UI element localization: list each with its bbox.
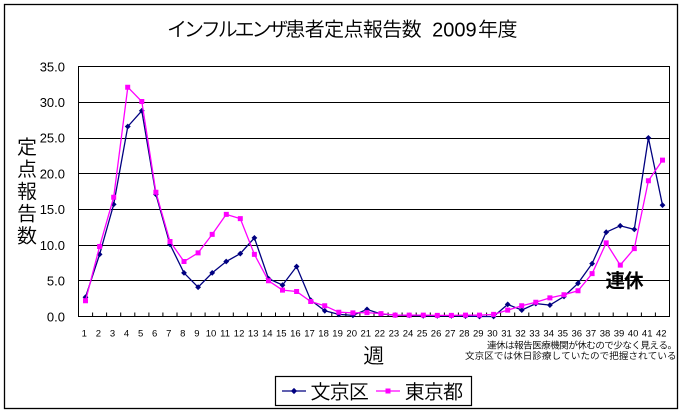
svg-text:2009: 2009 xyxy=(432,19,477,41)
svg-text:30.0: 30.0 xyxy=(40,95,65,110)
svg-text:5.0: 5.0 xyxy=(47,274,65,289)
svg-text:24: 24 xyxy=(403,328,414,339)
svg-text:10: 10 xyxy=(206,328,217,339)
svg-text:15.0: 15.0 xyxy=(40,202,65,217)
svg-text:20: 20 xyxy=(346,328,357,339)
svg-text:13: 13 xyxy=(248,328,259,339)
svg-text:8: 8 xyxy=(180,328,185,339)
svg-text:35: 35 xyxy=(558,328,569,339)
svg-text:36: 36 xyxy=(572,328,583,339)
svg-text:35.0: 35.0 xyxy=(40,59,65,74)
svg-text:42: 42 xyxy=(656,328,667,339)
svg-text:14: 14 xyxy=(262,328,273,339)
svg-text:5: 5 xyxy=(138,328,143,339)
svg-text:18: 18 xyxy=(318,328,329,339)
svg-text:25: 25 xyxy=(417,328,428,339)
svg-text:31: 31 xyxy=(501,328,512,339)
svg-text:25.0: 25.0 xyxy=(40,131,65,146)
svg-text:41: 41 xyxy=(642,328,653,339)
svg-text:34: 34 xyxy=(543,328,554,339)
svg-text:11: 11 xyxy=(220,328,230,339)
svg-text:10.0: 10.0 xyxy=(40,238,65,253)
svg-text:9: 9 xyxy=(194,328,199,339)
svg-text:16: 16 xyxy=(290,328,301,339)
svg-text:20.0: 20.0 xyxy=(40,166,65,181)
svg-text:26: 26 xyxy=(431,328,442,339)
svg-text:15: 15 xyxy=(276,328,287,339)
svg-text:1: 1 xyxy=(82,328,87,339)
svg-text:23: 23 xyxy=(389,328,400,339)
svg-text:2: 2 xyxy=(96,328,101,339)
svg-text:40: 40 xyxy=(628,328,639,339)
svg-text:4: 4 xyxy=(124,328,129,339)
svg-text:38: 38 xyxy=(600,328,611,339)
svg-text:0.0: 0.0 xyxy=(47,309,65,324)
svg-text:29: 29 xyxy=(473,328,484,339)
svg-text:28: 28 xyxy=(459,328,470,339)
svg-text:3: 3 xyxy=(110,328,115,339)
svg-text:12: 12 xyxy=(234,328,245,339)
svg-text:30: 30 xyxy=(487,328,498,339)
svg-text:22: 22 xyxy=(375,328,386,339)
svg-text:33: 33 xyxy=(529,328,540,339)
svg-text:17: 17 xyxy=(304,328,315,339)
svg-text:7: 7 xyxy=(166,328,171,339)
svg-text:19: 19 xyxy=(332,328,343,339)
svg-text:27: 27 xyxy=(445,328,456,339)
svg-text:39: 39 xyxy=(614,328,625,339)
svg-text:32: 32 xyxy=(515,328,526,339)
svg-text:37: 37 xyxy=(586,328,597,339)
svg-text:6: 6 xyxy=(152,328,157,339)
svg-text:21: 21 xyxy=(361,328,372,339)
